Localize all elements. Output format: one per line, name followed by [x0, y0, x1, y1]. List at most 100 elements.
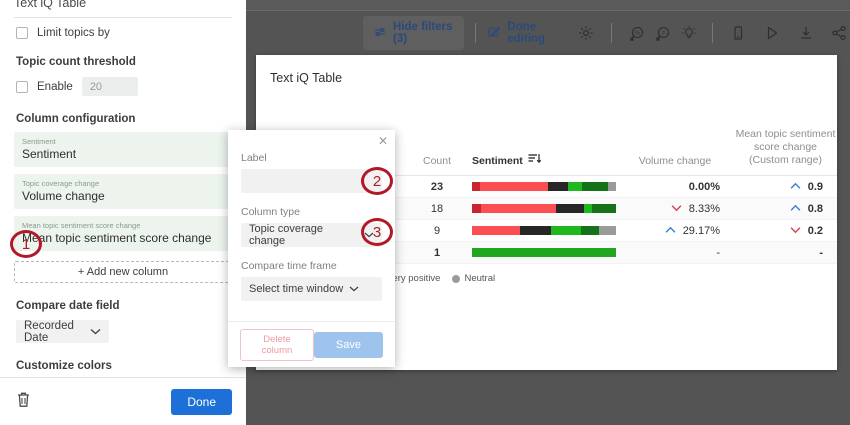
chevron-down-icon [349, 283, 359, 295]
sentiment-bar [472, 248, 616, 257]
cell-sentiment [468, 242, 616, 263]
sentiment-segment-neutral [598, 226, 616, 235]
sentiment-segment-positive [472, 248, 616, 257]
gear-icon[interactable] [576, 20, 598, 46]
cell-count: 1 [433, 246, 441, 259]
volume-change-value: - [716, 246, 720, 259]
close-icon[interactable]: ✕ [377, 134, 388, 148]
column-type-value: Topic coverage change [249, 223, 323, 247]
delete-column-button[interactable]: Delete column [240, 328, 314, 361]
cell-mean-change: 0.2 [734, 220, 837, 241]
done-editing-label: Done editing [507, 21, 545, 45]
save-button[interactable]: Save [313, 331, 383, 358]
compare-time-frame-value: Select time window [249, 283, 344, 295]
table-row[interactable]: 1 - - [256, 242, 837, 264]
zoom-in-data-icon[interactable]: # [653, 20, 675, 46]
sentiment-bar [472, 226, 616, 235]
annotation-marker-3: 3 [361, 218, 393, 246]
cell-sentiment [468, 220, 616, 241]
limit-topics-checkbox-row[interactable]: Limit topics by [0, 18, 246, 39]
column-config-field-label: Sentiment [22, 147, 77, 161]
mean-change-value: 0.9 [807, 180, 823, 193]
volume-change-value: 8.33% [688, 202, 720, 215]
mobile-preview-icon[interactable] [728, 20, 750, 46]
lightbulb-icon[interactable] [678, 20, 700, 46]
cell-volume-change: 8.33% [616, 198, 734, 219]
column-config-field-type: Mean topic sentiment score change [22, 221, 141, 230]
done-editing-button[interactable]: Done editing [487, 21, 561, 45]
sentiment-segment-very-positive [582, 182, 609, 191]
column-config-field-type: Sentiment [22, 137, 56, 146]
compare-date-field-value: Recorded Date [24, 319, 74, 344]
column-config-field[interactable]: Topic coverage change Volume change [14, 174, 232, 209]
table-body: 23 0.00% 0.9 18 8.33% 0.8 9 29.17% 0.2 1 - - [256, 176, 837, 264]
arrow-up-icon [790, 181, 801, 193]
sentiment-segment-positive [568, 182, 583, 191]
column-header-count[interactable]: Count [422, 155, 452, 167]
modal-time-frame-heading: Compare time frame [241, 260, 337, 272]
add-new-column-button[interactable]: + Add new column [14, 261, 232, 283]
hide-filters-label: Hide filters (3) [393, 21, 453, 45]
filter-icon [374, 26, 387, 41]
compare-date-field-select[interactable]: Recorded Date [16, 319, 109, 344]
sentiment-segment-very-positive [581, 226, 599, 235]
hide-filters-button[interactable]: Hide filters (3) [363, 16, 465, 50]
sentiment-segment-mixed [519, 226, 552, 235]
zoom-out-data-icon[interactable]: % [627, 20, 649, 46]
sort-descending-icon [528, 153, 542, 167]
column-type-select[interactable]: Topic coverage change [241, 223, 382, 247]
browser-top-strip [245, 0, 850, 11]
enable-label: Enable [37, 80, 73, 93]
column-config-field[interactable]: Sentiment Sentiment [14, 132, 232, 167]
column-header-sentiment[interactable]: Sentiment [468, 153, 616, 167]
done-button[interactable]: Done [171, 388, 232, 415]
sentiment-segment-mixed [555, 204, 585, 213]
cell-count: 23 [430, 180, 444, 193]
threshold-input[interactable]: 20 [81, 77, 138, 96]
column-config-field-type: Topic coverage change [22, 179, 100, 188]
table-row[interactable]: 9 29.17% 0.2 [256, 220, 837, 242]
topic-count-threshold-heading: Topic count threshold [16, 56, 136, 68]
cell-count: 9 [433, 224, 441, 237]
sentiment-segment-very-negative [472, 182, 480, 191]
delete-widget-icon[interactable] [16, 391, 31, 413]
limit-topics-checkbox[interactable] [16, 27, 28, 39]
enable-threshold-checkbox[interactable] [16, 80, 28, 93]
sentiment-segment-negative [472, 226, 520, 235]
legend-item: Neutral [452, 273, 495, 284]
legend-label: Very positive [386, 273, 441, 284]
sentiment-segment-mixed [548, 182, 569, 191]
share-icon[interactable] [828, 20, 850, 46]
cell-sentiment [468, 198, 616, 219]
compare-date-field-heading: Compare date field [16, 300, 120, 312]
customize-colors-heading: Customize colors [16, 360, 112, 372]
volume-change-value: 29.17% [682, 224, 720, 237]
enable-threshold-row: Enable 20 [0, 68, 246, 96]
column-config-field-label: Mean topic sentiment score change [22, 231, 212, 245]
table-row[interactable]: 23 0.00% 0.9 [256, 176, 837, 198]
sidebar-divider [14, 17, 232, 18]
sentiment-bar [472, 182, 616, 191]
mean-change-value: - [819, 246, 823, 259]
column-header-mean-change[interactable]: Mean topic sentiment score change (Custo… [735, 128, 836, 166]
column-config-field-label: Volume change [22, 189, 105, 203]
cell-mean-change: 0.8 [734, 198, 837, 219]
arrow-up-icon [665, 225, 676, 237]
toolbar-divider-3 [711, 23, 713, 43]
modal-column-type-heading: Column type [241, 206, 300, 218]
sidebar-title: Text iQ Table [14, 0, 87, 10]
download-icon[interactable] [795, 20, 817, 46]
column-header-volume-change[interactable]: Volume change [638, 155, 712, 167]
mean-change-value: 0.2 [807, 224, 823, 237]
play-icon[interactable] [761, 20, 783, 46]
sentiment-bar [472, 204, 616, 213]
table-row[interactable]: 18 8.33% 0.8 [256, 198, 837, 220]
cell-mean-change: - [734, 242, 837, 263]
svg-text:%: % [636, 30, 641, 36]
label-input[interactable] [241, 169, 382, 193]
sentiment-segment-very-negative [472, 204, 481, 213]
compare-time-frame-select[interactable]: Select time window [241, 277, 382, 301]
sentiment-segment-negative [479, 182, 549, 191]
column-config-field[interactable]: Mean topic sentiment score change Mean to… [14, 216, 232, 251]
cell-volume-change: 29.17% [616, 220, 734, 241]
